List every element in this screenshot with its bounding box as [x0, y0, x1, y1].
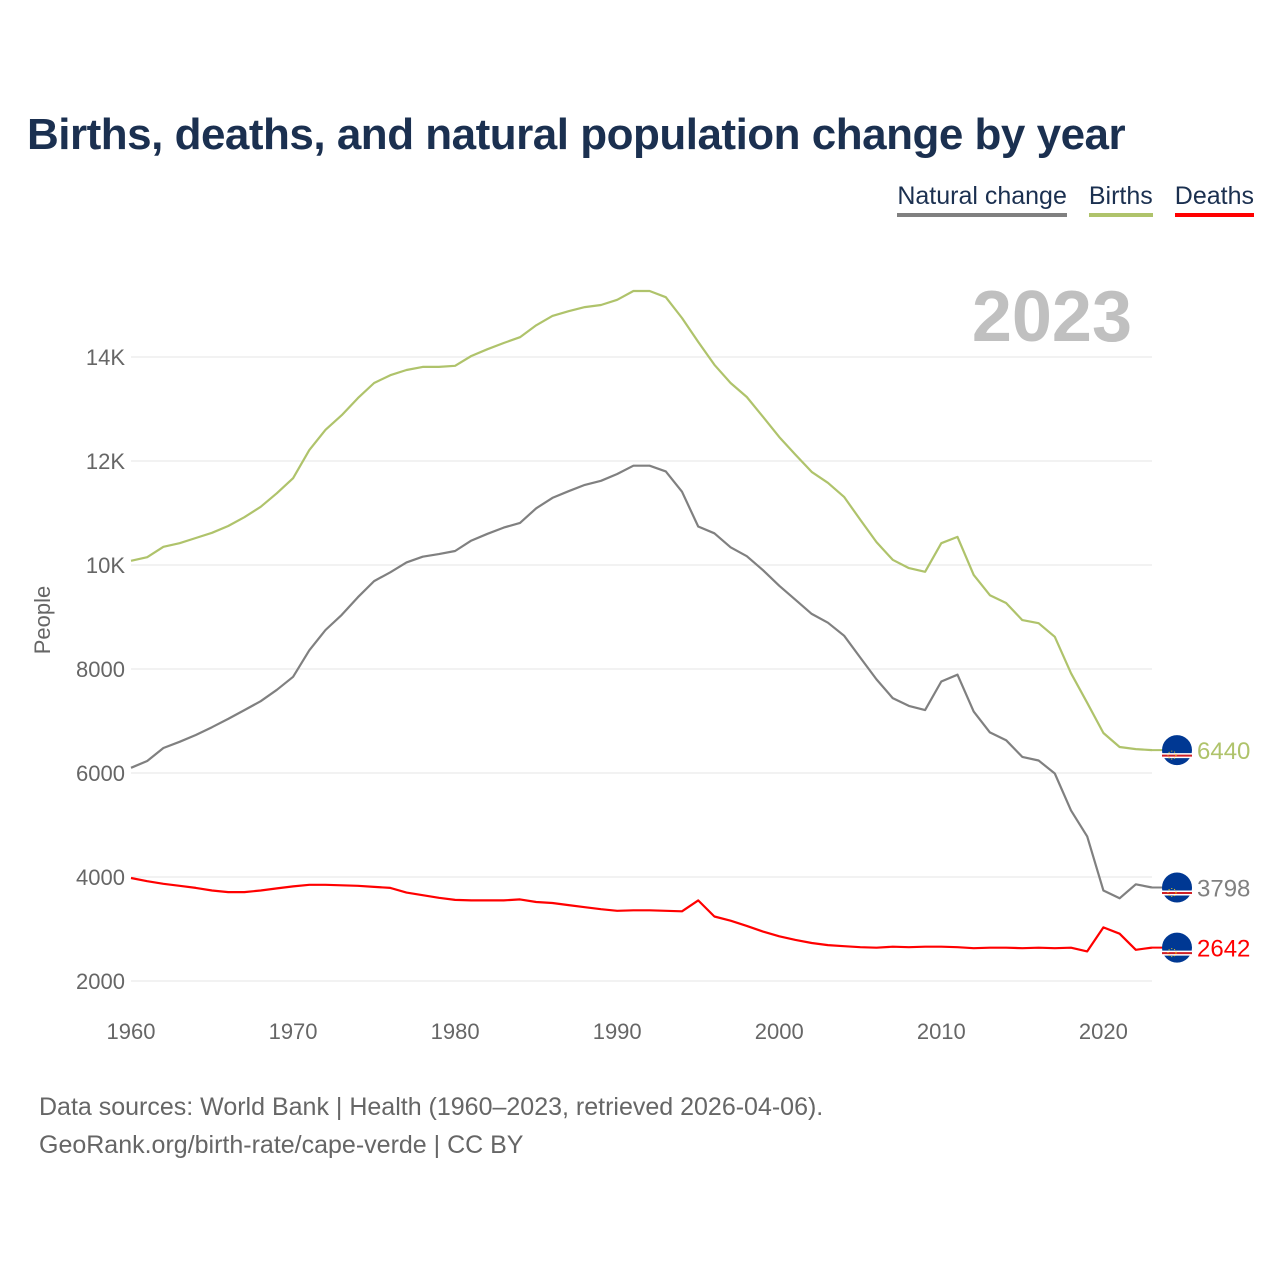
chart-title: Births, deaths, and natural population c… [27, 110, 1126, 159]
legend: Natural change Births Deaths [897, 182, 1254, 217]
x-tick-label: 2010 [917, 1019, 966, 1044]
x-tick-label: 1980 [431, 1019, 480, 1044]
end-value-label-natural-change: 3798 [1197, 876, 1250, 903]
flag-stars [1167, 948, 1177, 958]
source-line-2[interactable]: GeoRank.org/birth-rate/cape-verde | CC B… [39, 1131, 524, 1159]
source-line-1: Data sources: World Bank | Health (1960–… [39, 1093, 824, 1121]
y-tick-label: 4000 [76, 865, 125, 890]
legend-natural-change[interactable]: Natural change [897, 182, 1067, 217]
gridlines [131, 356, 1152, 982]
x-tick-label: 1990 [593, 1019, 642, 1044]
y-axis-label: People [30, 586, 55, 655]
cape-verde-flag-icon [1162, 932, 1192, 963]
x-tick-label: 2000 [755, 1019, 804, 1044]
cape-verde-flag-icon [1162, 872, 1192, 903]
x-tick-label: 2020 [1079, 1019, 1128, 1044]
cape-verde-flag-icon [1162, 735, 1192, 766]
y-tick-label: 8000 [76, 657, 125, 682]
year-watermark: 2023 [972, 277, 1132, 357]
flag-red-stripe [1162, 754, 1192, 757]
y-tick-label: 12K [86, 449, 125, 474]
legend-deaths[interactable]: Deaths [1174, 182, 1254, 217]
flag-circle [1162, 872, 1192, 903]
legend-births[interactable]: Births [1088, 182, 1153, 217]
series-line-deaths [130, 876, 1153, 953]
series-lines [130, 289, 1153, 953]
source-note: Data sources: World Bank | Health (1960–… [39, 1088, 823, 1164]
axis-ticks: 2000 4000 6000 8000 10K 12K 14K 1960 1970 1980 199… [76, 345, 1128, 1044]
x-tick-label: 1970 [269, 1019, 318, 1044]
end-value-label-deaths: 2642 [1197, 936, 1250, 963]
end-markers: 6440 3798 2642 [1152, 735, 1250, 963]
y-tick-label: 2000 [76, 969, 125, 994]
x-tick-label: 1960 [107, 1019, 156, 1044]
flag-circle [1162, 932, 1192, 963]
flag-stars [1167, 888, 1177, 898]
series-line-births [130, 289, 1153, 752]
flag-red-stripe [1162, 892, 1192, 895]
end-value-label-births: 6440 [1197, 738, 1250, 765]
y-tick-label: 14K [86, 345, 125, 370]
flag-circle [1162, 735, 1192, 766]
flag-red-stripe [1162, 952, 1192, 955]
flag-stars [1167, 750, 1177, 760]
series-line-natural-change [130, 464, 1153, 900]
y-tick-label: 10K [86, 553, 125, 578]
y-tick-label: 6000 [76, 761, 125, 786]
